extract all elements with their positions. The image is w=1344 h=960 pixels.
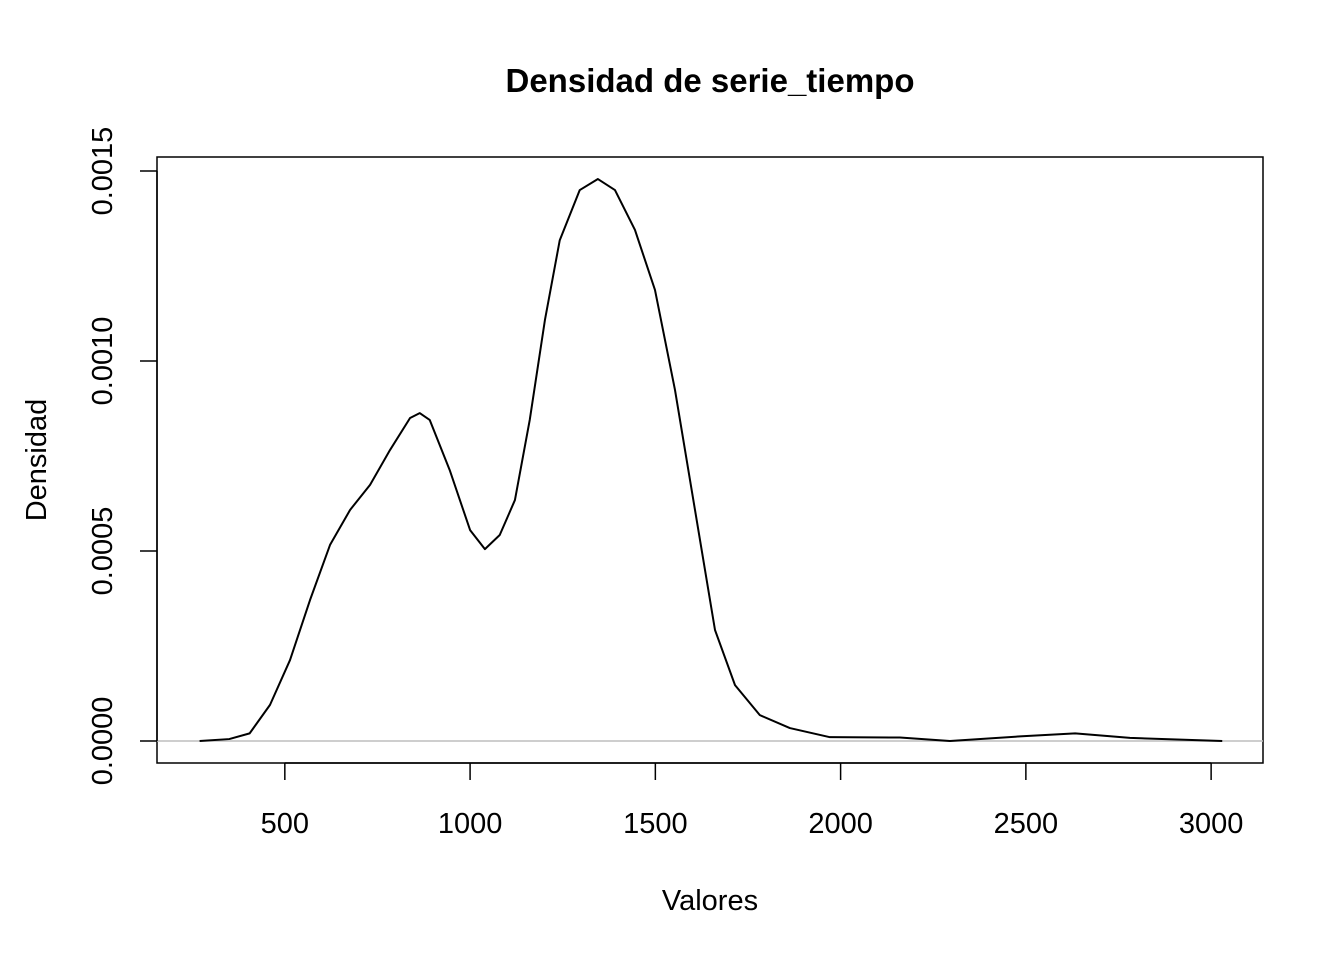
plot-box — [156, 156, 1264, 764]
x-tick-label: 1500 — [623, 808, 688, 840]
x-tick-label: 2500 — [994, 808, 1059, 840]
density-line — [199, 178, 1223, 742]
x-tick-label: 2000 — [808, 808, 873, 840]
x-tick-label: 1000 — [438, 808, 503, 840]
y-tick-label: 0.0010 — [87, 317, 119, 406]
y-axis-label: Densidad — [21, 399, 53, 522]
y-tick-label: 0.0000 — [87, 697, 119, 786]
x-tick-label: 500 — [261, 808, 309, 840]
chart-title: Densidad de serie_tiempo — [506, 62, 915, 99]
y-tick-label: 0.0005 — [87, 507, 119, 596]
x-tick-label: 3000 — [1179, 808, 1244, 840]
x-axis-label: Valores — [662, 885, 758, 917]
y-tick-label: 0.0015 — [87, 127, 119, 216]
